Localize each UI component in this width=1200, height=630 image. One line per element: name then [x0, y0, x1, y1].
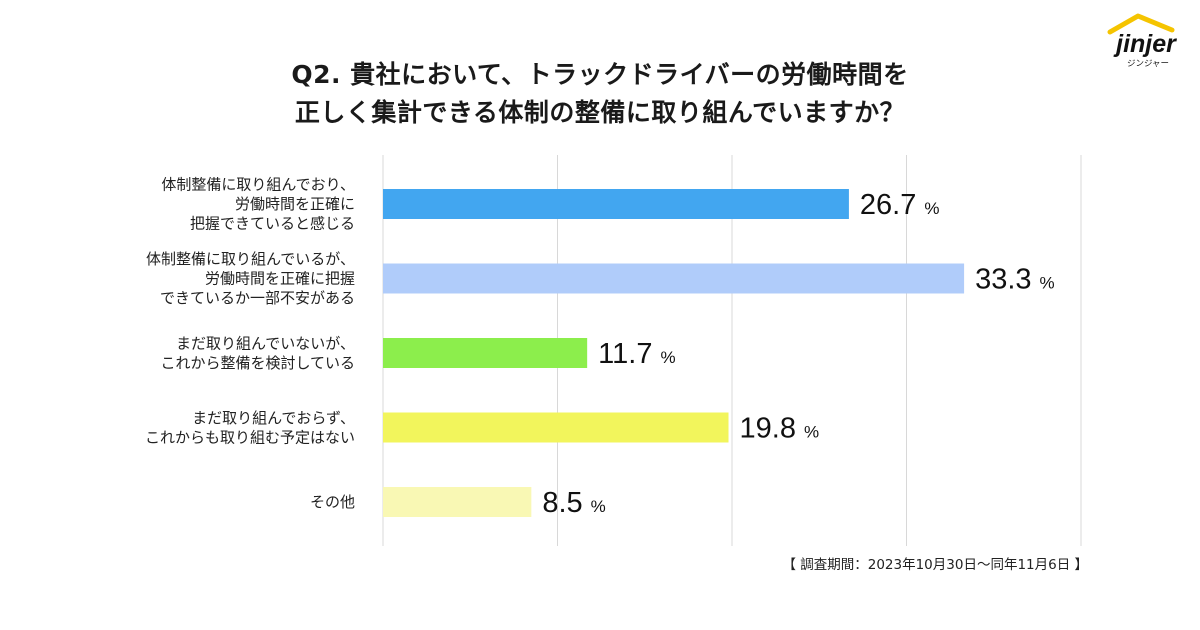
- bar-5: [383, 487, 532, 517]
- chart-title: Q2. 貴社において、トラックドライバーの労働時間を 正しく集計できる体制の整備…: [0, 56, 1200, 132]
- category-label-4: まだ取り組んでおらず、これからも取り組む予定はない: [145, 409, 355, 447]
- bar-1: [383, 189, 849, 219]
- category-label-3: まだ取り組んでいないが、これから整備を検討している: [160, 334, 355, 372]
- category-label-5: その他: [310, 493, 355, 511]
- category-label-1-line-3: 把握できていると感じる: [190, 215, 355, 233]
- category-label-3-line-2: これから整備を検討している: [160, 354, 355, 372]
- category-label-2: 体制整備に取り組んでいるが、労働時間を正確に把握できているか一部不安がある: [146, 250, 355, 307]
- category-label-1-line-1: 体制整備に取り組んでおり、: [161, 176, 355, 194]
- jinjer-logo: jinjer ジンジャー: [1107, 13, 1177, 69]
- logo-sub-text: ジンジャー: [1127, 59, 1169, 69]
- value-unit-5: %: [591, 497, 606, 516]
- chart-value-labels: 26.7 %33.3 %11.7 %19.8 %8.5%: [542, 189, 1054, 519]
- bar-2: [383, 263, 965, 294]
- category-label-5-line-1: その他: [310, 493, 355, 511]
- category-label-4-line-1: まだ取り組んでおらず、: [192, 409, 355, 427]
- value-number-1: 26.7: [860, 189, 916, 221]
- chart-bars: [383, 189, 965, 517]
- category-label-2-line-1: 体制整備に取り組んでいるが、: [146, 250, 355, 268]
- logo-brand-text: jinjer: [1113, 30, 1177, 58]
- bar-3: [383, 338, 588, 368]
- chart-category-labels: 体制整備に取り組んでおり、労働時間を正確に把握できていると感じる体制整備に取り組…: [145, 176, 355, 512]
- category-label-2-line-2: 労働時間を正確に把握: [205, 270, 355, 288]
- value-label-5: 8.5%: [542, 487, 605, 519]
- chart-title-line-1: Q2. 貴社において、トラックドライバーの労働時間を: [291, 60, 909, 89]
- bar-4: [383, 412, 729, 443]
- category-label-1: 体制整備に取り組んでおり、労働時間を正確に把握できていると感じる: [161, 176, 355, 233]
- value-number-3: 11.7: [598, 338, 652, 370]
- value-label-1: 26.7%: [860, 189, 940, 221]
- category-label-3-line-1: まだ取り組んでいないが、: [176, 334, 355, 352]
- value-unit-4: %: [804, 423, 819, 442]
- value-number-5: 8.5: [542, 487, 582, 519]
- category-label-2-line-3: できているか一部不安がある: [160, 289, 355, 307]
- category-label-4-line-2: これからも取り組む予定はない: [145, 428, 355, 446]
- category-label-1-line-2: 労働時間を正確に: [235, 195, 355, 213]
- value-unit-2: %: [1040, 274, 1055, 293]
- chart-title-line-2: 正しく集計できる体制の整備に取り組んでいますか？: [294, 98, 906, 127]
- value-number-2: 33.3: [975, 264, 1031, 296]
- value-number-4: 19.8: [740, 413, 796, 445]
- value-unit-3: %: [660, 348, 675, 367]
- value-label-3: 11.7%: [598, 338, 675, 370]
- value-label-2: 33.3%: [975, 264, 1055, 296]
- value-unit-1: %: [924, 199, 939, 218]
- survey-period-note: 【 調査期間：2023年10月30日〜同年11月6日 】: [782, 557, 1088, 573]
- value-label-4: 19.8%: [740, 413, 820, 445]
- logo-roof-icon: [1107, 13, 1175, 35]
